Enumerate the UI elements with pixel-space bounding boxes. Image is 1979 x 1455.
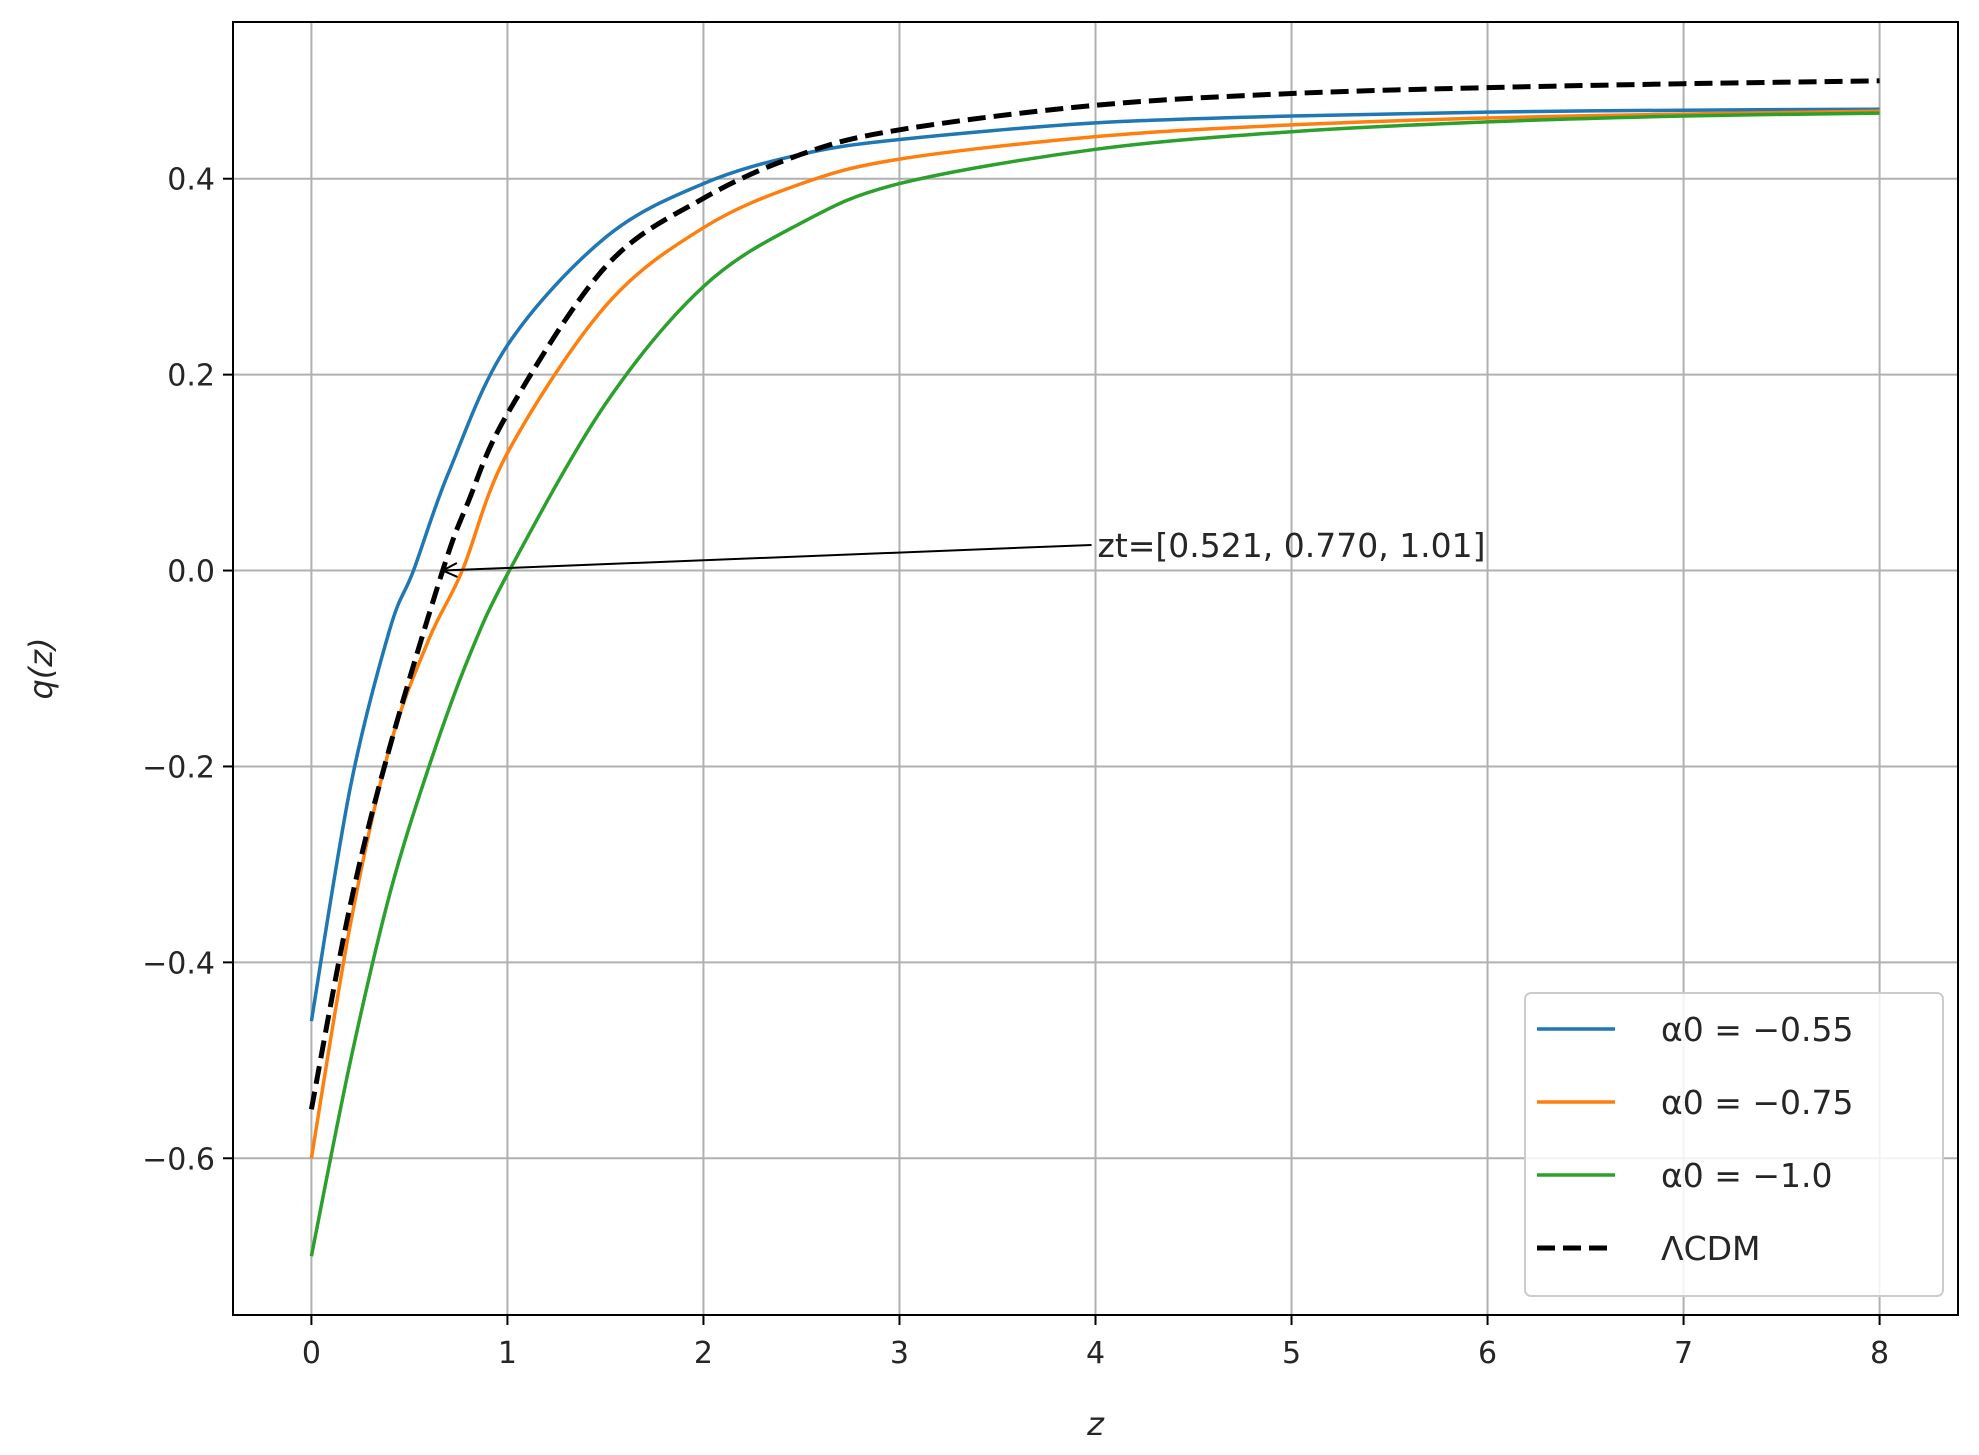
x-tick-label: 8 xyxy=(1870,1336,1889,1371)
x-tick-label: 3 xyxy=(890,1336,909,1371)
y-tick-label: 0.2 xyxy=(167,359,215,394)
legend-label-0: α0 = −0.55 xyxy=(1661,1010,1854,1049)
series-lines xyxy=(308,78,1880,1257)
legend: α0 = −0.55 α0 = −0.75 α0 = −1.0 ΛCDM xyxy=(1524,992,1944,1297)
series-line-2 xyxy=(309,111,1880,1257)
axis-ticks: 0 1 2 3 4 5 6 7 8 −0.6 −0.4 −0.2 0.0 0.2 0.4 xyxy=(142,163,1889,1371)
annotation: zt=[0.521, 0.770, 1.01] xyxy=(440,526,1486,578)
y-tick-label: −0.4 xyxy=(142,946,215,981)
y-tick-label: −0.6 xyxy=(142,1142,215,1177)
series-line-0 xyxy=(309,107,1880,1022)
annotation-text: zt=[0.521, 0.770, 1.01] xyxy=(1098,526,1486,565)
y-tick-label: 0.4 xyxy=(167,163,215,198)
y-tick-label: −0.2 xyxy=(142,750,215,785)
series-line-3 xyxy=(308,78,1880,1110)
legend-label-1: α0 = −0.75 xyxy=(1661,1083,1854,1122)
x-tick-label: 6 xyxy=(1478,1336,1497,1371)
x-tick-label: 1 xyxy=(498,1336,517,1371)
legend-label-2: α0 = −1.0 xyxy=(1661,1156,1833,1195)
legend-label-3: ΛCDM xyxy=(1661,1229,1761,1268)
legend-box xyxy=(1524,992,1944,1297)
y-tick-label: 0.0 xyxy=(167,555,215,590)
x-tick-label: 0 xyxy=(302,1336,321,1371)
annotation-arrow-head xyxy=(440,562,458,578)
x-tick-label: 2 xyxy=(694,1336,713,1371)
x-axis-label: z xyxy=(1086,1405,1105,1443)
x-tick-label: 7 xyxy=(1674,1336,1693,1371)
x-tick-label: 4 xyxy=(1086,1336,1105,1371)
x-tick-label: 5 xyxy=(1282,1336,1301,1371)
y-axis-label: q(z) xyxy=(22,637,60,699)
annotation-arrow xyxy=(442,543,1092,572)
